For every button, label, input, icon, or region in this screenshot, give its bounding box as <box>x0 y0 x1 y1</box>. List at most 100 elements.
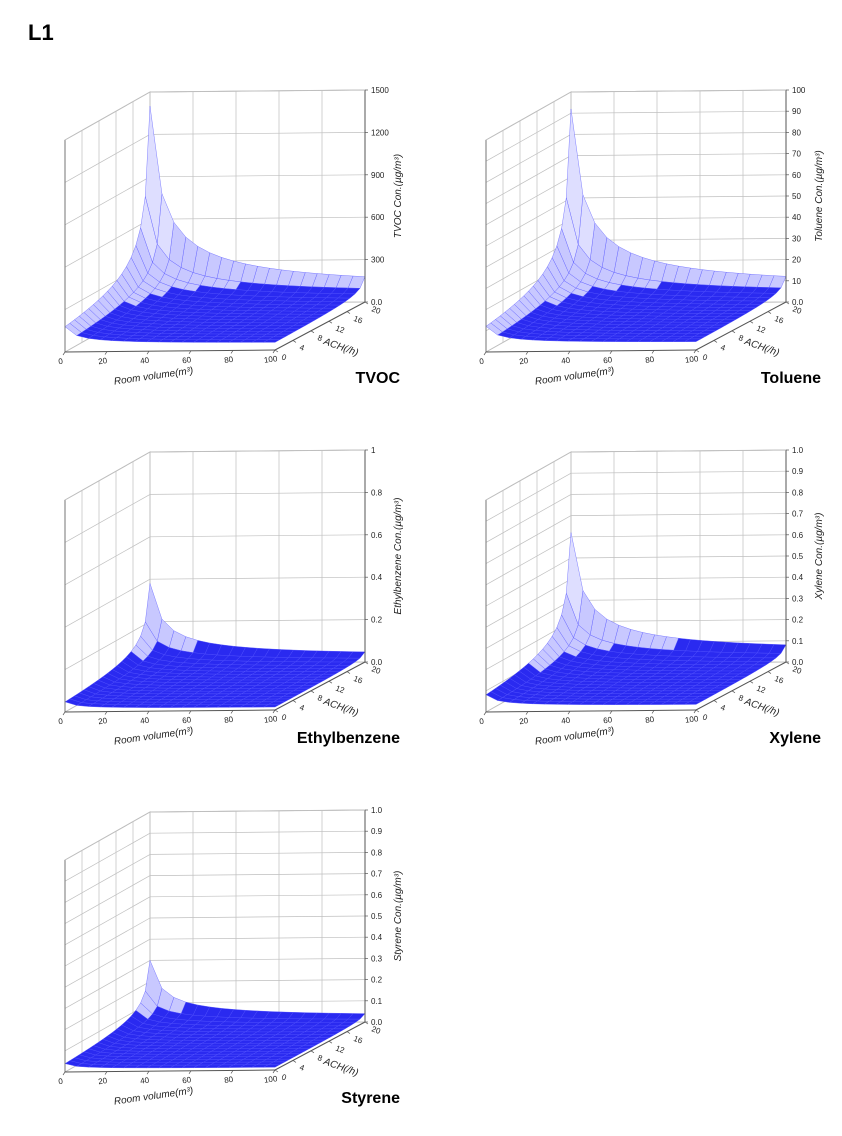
svg-text:1.0: 1.0 <box>371 806 383 815</box>
svg-text:40: 40 <box>140 1076 151 1086</box>
svg-text:600: 600 <box>371 213 385 222</box>
svg-text:20: 20 <box>791 304 803 316</box>
svg-text:0.7: 0.7 <box>371 870 383 879</box>
svg-text:70: 70 <box>792 150 801 159</box>
svg-text:900: 900 <box>371 171 385 180</box>
chart-cell-xylene: 0.00.10.20.30.40.50.60.70.80.91.00204060… <box>431 412 831 752</box>
chart-cell-styrene: 0.00.10.20.30.40.50.60.70.80.91.00204060… <box>10 772 410 1112</box>
svg-text:Room volume(m³): Room volume(m³) <box>113 726 194 748</box>
svg-text:0.4: 0.4 <box>371 573 383 582</box>
svg-text:0.2: 0.2 <box>792 616 804 625</box>
svg-text:Room volume(m³): Room volume(m³) <box>534 726 615 748</box>
svg-text:TVOC Con.(µg/m³): TVOC Con.(µg/m³) <box>393 154 404 238</box>
chart-label-ethylbenzene: Ethylbenzene <box>297 730 400 748</box>
svg-text:20: 20 <box>370 304 382 316</box>
svg-text:1.0: 1.0 <box>792 446 804 455</box>
svg-text:Xylene Con.(µg/m³): Xylene Con.(µg/m³) <box>814 513 825 601</box>
svg-text:100: 100 <box>263 1074 278 1085</box>
svg-text:80: 80 <box>224 1075 235 1085</box>
svg-text:60: 60 <box>182 355 193 365</box>
chart-cell-ethylbenzene: 0.00.20.40.60.81020406080100Room volume(… <box>10 412 410 752</box>
chart-cell-toluene: 0.0102030405060708090100020406080100Room… <box>431 52 831 392</box>
svg-text:Ethylbenzene Con.(µg/m³): Ethylbenzene Con.(µg/m³) <box>393 498 404 615</box>
svg-text:1: 1 <box>371 446 376 455</box>
svg-text:100: 100 <box>263 714 278 725</box>
svg-text:16: 16 <box>773 314 785 326</box>
svg-text:20: 20 <box>791 664 803 676</box>
svg-text:0.6: 0.6 <box>371 891 383 900</box>
svg-text:16: 16 <box>773 674 785 686</box>
svg-text:0.5: 0.5 <box>371 912 383 921</box>
svg-text:40: 40 <box>561 356 572 366</box>
svg-text:0.2: 0.2 <box>371 976 383 985</box>
svg-text:0.1: 0.1 <box>792 637 804 646</box>
svg-text:0: 0 <box>479 357 485 367</box>
svg-text:80: 80 <box>224 355 235 365</box>
svg-text:40: 40 <box>561 716 572 726</box>
svg-text:0: 0 <box>701 352 709 362</box>
svg-text:0: 0 <box>479 717 485 727</box>
svg-text:90: 90 <box>792 107 801 116</box>
svg-text:0: 0 <box>58 357 64 367</box>
svg-text:20: 20 <box>98 716 109 726</box>
chart-cell-tvoc: 0.030060090012001500020406080100Room vol… <box>10 52 410 392</box>
svg-text:100: 100 <box>684 354 699 365</box>
svg-text:ACH(/h): ACH(/h) <box>742 336 781 359</box>
svg-text:16: 16 <box>352 314 364 326</box>
svg-text:0.6: 0.6 <box>371 531 383 540</box>
svg-text:ACH(/h): ACH(/h) <box>321 696 360 719</box>
svg-text:20: 20 <box>98 356 109 366</box>
svg-text:0.5: 0.5 <box>792 552 804 561</box>
svg-text:4: 4 <box>719 343 727 353</box>
svg-text:300: 300 <box>371 256 385 265</box>
surface-chart-toluene: 0.0102030405060708090100020406080100Room… <box>431 52 831 392</box>
svg-text:Room volume(m³): Room volume(m³) <box>113 1086 194 1108</box>
svg-text:Styrene Con.(µg/m³): Styrene Con.(µg/m³) <box>393 871 404 962</box>
svg-text:ACH(/h): ACH(/h) <box>321 1056 360 1079</box>
svg-text:4: 4 <box>298 703 306 713</box>
svg-text:30: 30 <box>792 234 801 243</box>
svg-text:0: 0 <box>280 712 288 722</box>
svg-text:10: 10 <box>792 277 801 286</box>
svg-text:12: 12 <box>334 1044 346 1056</box>
svg-text:100: 100 <box>684 714 699 725</box>
svg-text:0.9: 0.9 <box>371 827 383 836</box>
svg-text:60: 60 <box>182 1075 193 1085</box>
svg-text:80: 80 <box>645 715 656 725</box>
svg-text:0.1: 0.1 <box>371 997 383 1006</box>
svg-text:0.2: 0.2 <box>371 616 383 625</box>
chart-grid: 0.030060090012001500020406080100Room vol… <box>10 52 832 1112</box>
svg-text:12: 12 <box>755 324 767 336</box>
svg-text:60: 60 <box>603 715 614 725</box>
svg-text:Toluene Con.(µg/m³): Toluene Con.(µg/m³) <box>814 150 825 242</box>
svg-text:0.3: 0.3 <box>792 594 804 603</box>
svg-text:0.8: 0.8 <box>792 488 804 497</box>
svg-text:0: 0 <box>58 1077 64 1087</box>
svg-text:0.3: 0.3 <box>371 954 383 963</box>
svg-text:100: 100 <box>792 86 806 95</box>
svg-text:20: 20 <box>519 716 530 726</box>
svg-text:50: 50 <box>792 192 801 201</box>
svg-text:0.8: 0.8 <box>371 848 383 857</box>
svg-text:4: 4 <box>298 343 306 353</box>
svg-text:12: 12 <box>334 324 346 336</box>
svg-text:20: 20 <box>792 256 801 265</box>
svg-text:Room volume(m³): Room volume(m³) <box>113 366 194 388</box>
svg-text:40: 40 <box>140 356 151 366</box>
svg-text:20: 20 <box>519 356 530 366</box>
svg-text:ACH(/h): ACH(/h) <box>742 696 781 719</box>
svg-text:0.4: 0.4 <box>792 573 804 582</box>
svg-text:60: 60 <box>603 355 614 365</box>
svg-text:40: 40 <box>140 716 151 726</box>
svg-text:4: 4 <box>298 1063 306 1073</box>
svg-text:ACH(/h): ACH(/h) <box>321 336 360 359</box>
surface-chart-xylene: 0.00.10.20.30.40.50.60.70.80.91.00204060… <box>431 412 831 752</box>
surface-chart-ethylbenzene: 0.00.20.40.60.81020406080100Room volume(… <box>10 412 410 752</box>
svg-text:0.8: 0.8 <box>371 488 383 497</box>
svg-text:0.6: 0.6 <box>792 531 804 540</box>
svg-text:16: 16 <box>352 674 364 686</box>
svg-text:Room volume(m³): Room volume(m³) <box>534 366 615 388</box>
svg-text:0.7: 0.7 <box>792 510 804 519</box>
svg-text:60: 60 <box>792 171 801 180</box>
svg-text:80: 80 <box>224 715 235 725</box>
